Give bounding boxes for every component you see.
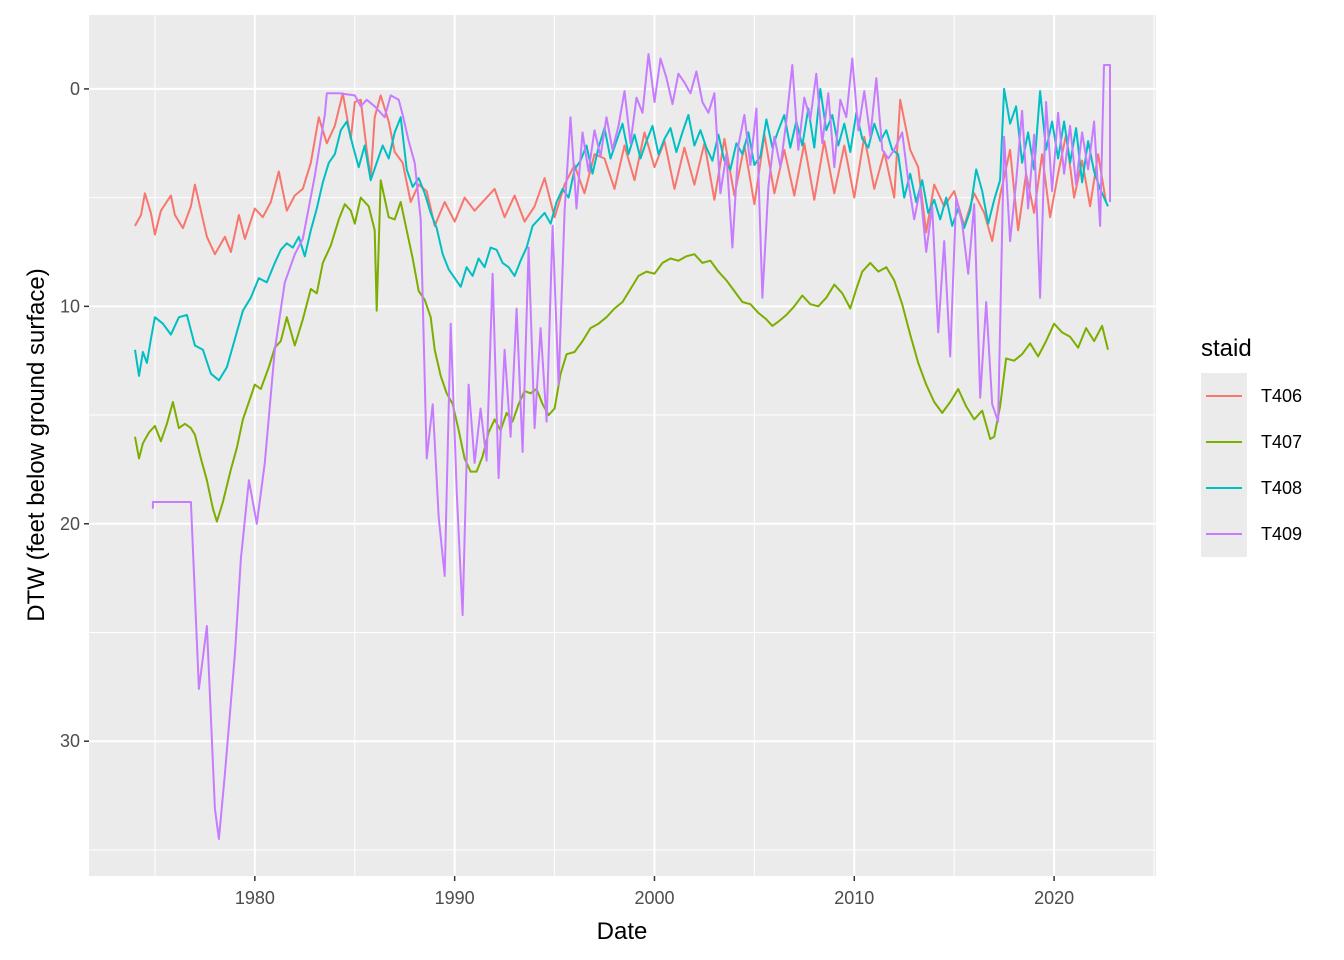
- legend-title: staid: [1201, 335, 1252, 362]
- grid-major: [89, 15, 1156, 876]
- grid-minor: [89, 15, 1156, 876]
- y-tick-label: 0: [70, 79, 80, 99]
- x-tick-label: 2000: [634, 888, 674, 908]
- x-tick-label: 1980: [235, 888, 275, 908]
- series-line-t407: [134, 179, 1109, 523]
- x-axis-title: Date: [597, 918, 648, 945]
- x-axis: 1980 1990 2000 2010 2020: [235, 876, 1074, 908]
- legend-key-background: [1201, 373, 1247, 557]
- x-tick-label: 2010: [834, 888, 874, 908]
- x-tick-label: 2020: [1034, 888, 1074, 908]
- legend-label-t408: T408: [1261, 478, 1302, 498]
- y-axis: 0 10 20 30: [60, 79, 89, 751]
- y-tick-label: 20: [60, 514, 80, 534]
- y-axis-title: DTW (feet below ground surface): [23, 268, 50, 621]
- legend-label-t406: T406: [1261, 386, 1302, 406]
- legend-label-t407: T407: [1261, 432, 1302, 452]
- y-tick-label: 30: [60, 731, 80, 751]
- legend-label-t409: T409: [1261, 524, 1302, 544]
- series-layer: [134, 53, 1111, 840]
- series-line-t408: [134, 87, 1109, 382]
- series-line-t409: [151, 53, 1111, 840]
- legend: staid T406 T407 T408 T409: [1201, 335, 1302, 557]
- legend-items: T406 T407 T408 T409: [1201, 373, 1302, 557]
- x-tick-label: 1990: [435, 888, 475, 908]
- y-tick-label: 10: [60, 296, 80, 316]
- plot-panel: [89, 15, 1156, 876]
